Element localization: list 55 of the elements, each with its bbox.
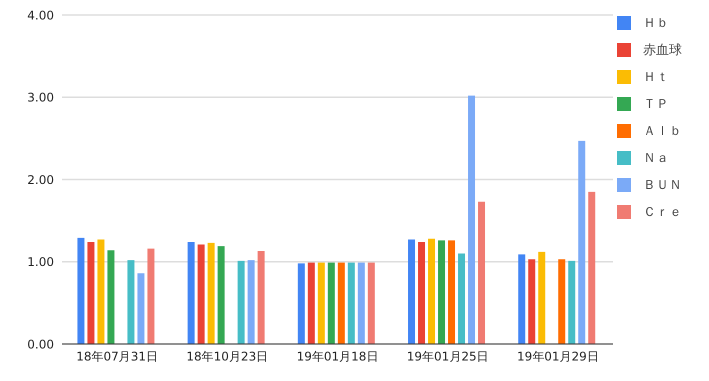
bar [308,262,315,344]
bar [137,273,144,344]
bar [468,96,476,344]
x-tick-label: 19年01月25日 [406,350,489,364]
bar [77,238,84,344]
bar [518,254,526,344]
bar [478,202,486,344]
bar [97,240,104,344]
bar [408,240,416,344]
bar [208,242,215,344]
y-tick-label: 4.00 [27,8,54,22]
bar [147,248,154,344]
bar [368,262,375,344]
bar [248,260,255,344]
bar [438,240,446,344]
bar [538,252,546,344]
bar [238,260,245,344]
bar [418,242,426,344]
bar [568,260,576,344]
legend-label: ＴＰ [643,97,669,112]
bar [338,262,345,344]
y-tick-label: 0.00 [27,337,54,352]
bar [428,238,436,344]
bar [348,262,355,344]
bar [588,192,596,344]
bar [448,240,456,344]
legend-label: ＢＵＮ [643,178,682,193]
legend-label: 赤血球 [643,43,682,58]
bar [218,246,225,344]
legend-label: Ｃｒｅ [643,205,682,220]
bar [558,259,566,344]
bar [318,262,325,344]
x-tick-label: 18年07月31日 [76,350,158,364]
x-tick-label: 19年01月29日 [516,350,599,364]
legend-label: Ａｌｂ [643,124,682,139]
y-tick-label: 2.00 [27,172,54,187]
legend-label: Ｈｔ [643,70,669,85]
bar [87,242,94,344]
bar [328,262,335,344]
bar [188,242,195,344]
y-tick-label: 3.00 [27,90,54,105]
bar [107,250,114,344]
bar [298,263,305,344]
bar [358,262,365,344]
bar [127,260,134,344]
x-tick-label: 19年01月18日 [296,350,378,364]
legend-label: Ｎａ [643,151,669,166]
x-tick-label: 18年10月23日 [186,350,268,364]
bar [458,254,466,344]
legend-label: Ｈｂ [643,16,669,31]
bar [528,259,536,344]
bar [578,140,586,344]
y-tick-label: 1.00 [27,255,54,270]
bar [198,244,205,344]
bar [258,251,265,344]
